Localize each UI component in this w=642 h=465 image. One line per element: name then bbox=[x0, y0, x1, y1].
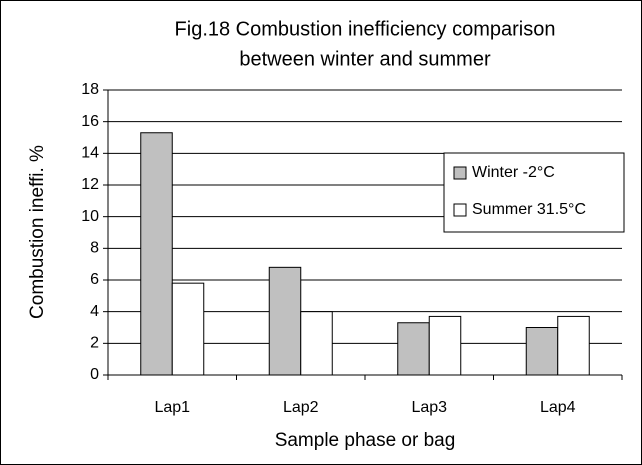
bar bbox=[428, 315, 462, 376]
y-tick-label: 16 bbox=[81, 113, 99, 130]
bar bbox=[557, 315, 590, 376]
bar bbox=[300, 311, 333, 376]
y-tick-label: 10 bbox=[81, 208, 99, 225]
x-tick-label: Lap2 bbox=[283, 399, 319, 416]
y-tick-label: 14 bbox=[81, 145, 99, 162]
y-tick-label: 18 bbox=[81, 81, 99, 98]
bar bbox=[268, 266, 302, 376]
chart-title: Fig.18 Combustion inefficiency compariso… bbox=[175, 18, 556, 40]
y-tick-label: 0 bbox=[90, 366, 99, 383]
legend-box bbox=[443, 152, 625, 233]
x-tick-label: Lap3 bbox=[411, 399, 447, 416]
x-tick-label: Lap1 bbox=[154, 399, 190, 416]
bar bbox=[171, 282, 205, 376]
y-tick-label: 2 bbox=[90, 335, 99, 352]
x-axis-label: Sample phase or bag bbox=[275, 430, 456, 451]
legend-swatch bbox=[453, 166, 467, 180]
bar bbox=[525, 327, 559, 376]
x-tick-label: Lap4 bbox=[540, 399, 576, 416]
chart-title: between winter and summer bbox=[239, 48, 491, 70]
bar bbox=[397, 322, 430, 376]
y-tick-label: 4 bbox=[90, 303, 99, 320]
legend-swatch bbox=[453, 203, 467, 217]
y-tick-label: 8 bbox=[90, 240, 99, 257]
y-tick-label: 6 bbox=[90, 271, 99, 288]
y-tick-label: 12 bbox=[81, 176, 99, 193]
bar bbox=[140, 132, 173, 376]
legend-label: Summer 31.5°C bbox=[472, 201, 586, 218]
y-axis-label: Combustion ineffi. % bbox=[27, 145, 48, 319]
legend-label: Winter -2°C bbox=[472, 164, 555, 181]
